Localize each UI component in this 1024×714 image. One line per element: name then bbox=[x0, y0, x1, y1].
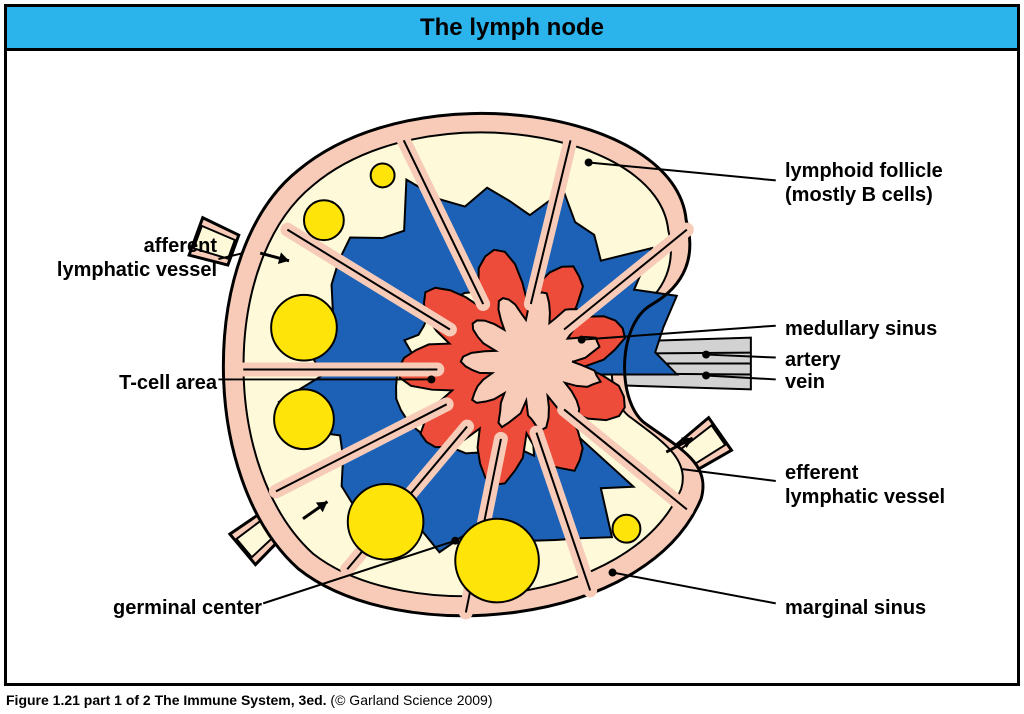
label-lf-l2: (mostly B cells) bbox=[785, 184, 933, 206]
label-vein-text: vein bbox=[785, 371, 825, 393]
label-efferent: efferent lymphatic vessel bbox=[785, 461, 945, 509]
lymph-node-svg bbox=[7, 51, 1017, 683]
label-medullary-sinus: medullary sinus bbox=[785, 317, 937, 341]
caption-rest: (© Garland Science 2009) bbox=[327, 692, 493, 708]
figure-title: The lymph node bbox=[420, 14, 604, 42]
label-tcell-text: T-cell area bbox=[119, 372, 217, 394]
label-germinal-center: germinal center bbox=[113, 596, 262, 620]
label-eff-l2: lymphatic vessel bbox=[785, 486, 945, 508]
figure-caption: Figure 1.21 part 1 of 2 The Immune Syste… bbox=[6, 692, 493, 708]
diagram-area: afferent lymphatic vessel T-cell area ge… bbox=[7, 51, 1017, 683]
label-marginal-sinus: marginal sinus bbox=[785, 596, 926, 620]
label-eff-l1: efferent bbox=[785, 462, 858, 484]
label-lymphoid-follicle: lymphoid follicle (mostly B cells) bbox=[785, 159, 943, 207]
figure-frame: The lymph node afferent lymphatic vessel… bbox=[4, 4, 1020, 686]
label-lf-l1: lymphoid follicle bbox=[785, 160, 943, 182]
label-ms-text: medullary sinus bbox=[785, 318, 937, 340]
caption-bold: Figure 1.21 part 1 of 2 The Immune Syste… bbox=[6, 692, 327, 708]
label-tcell-area: T-cell area bbox=[119, 371, 217, 395]
label-germinal-text: germinal center bbox=[113, 597, 262, 619]
label-afferent-l1: afferent bbox=[144, 235, 217, 257]
label-artery-text: artery bbox=[785, 349, 841, 371]
label-afferent: afferent lymphatic vessel bbox=[57, 234, 217, 282]
label-afferent-l2: lymphatic vessel bbox=[57, 259, 217, 281]
label-margsin-text: marginal sinus bbox=[785, 597, 926, 619]
label-artery: artery bbox=[785, 348, 841, 372]
label-vein: vein bbox=[785, 370, 825, 394]
title-bar: The lymph node bbox=[7, 7, 1017, 51]
